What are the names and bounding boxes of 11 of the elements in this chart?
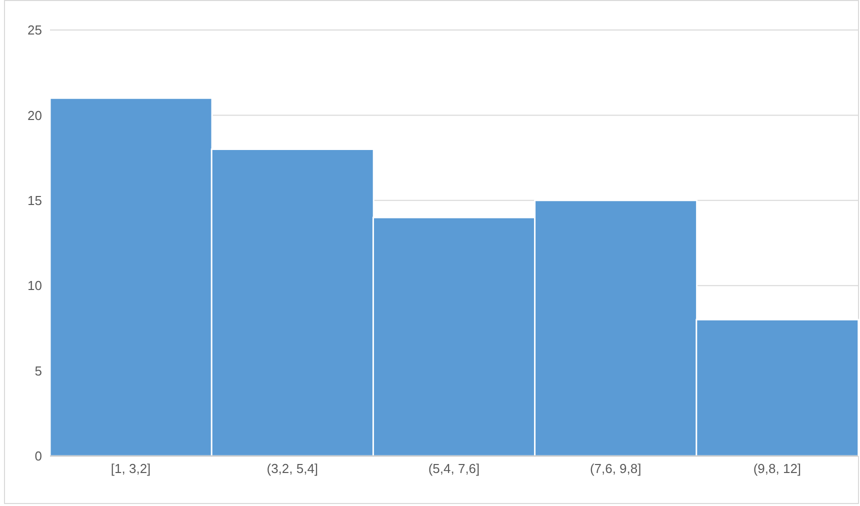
x-tick-label: (9,8, 12] [753, 461, 802, 476]
x-tick-label: [1, 3,2] [110, 461, 151, 476]
x-tick-label: (7,6, 9,8] [590, 461, 642, 476]
y-tick-label: 15 [28, 193, 42, 208]
x-tick-label: (5,4, 7,6] [428, 461, 480, 476]
x-tick-label: (3,2, 5,4] [266, 461, 318, 476]
y-tick-label: 20 [28, 108, 42, 123]
y-tick-label: 10 [28, 278, 42, 294]
y-tick-label: 5 [34, 363, 42, 378]
y-tick-label: 25 [28, 22, 42, 38]
y-tick-label: 0 [34, 448, 42, 464]
